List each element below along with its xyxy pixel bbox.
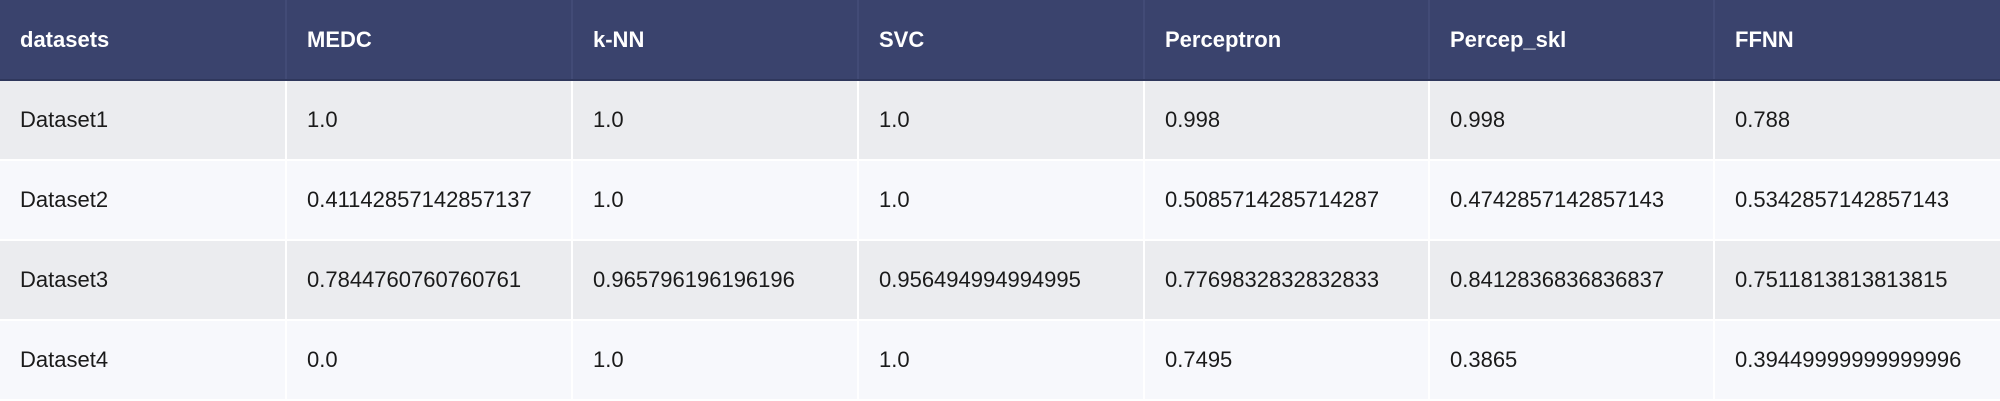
dataset-name-cell: Dataset3: [0, 240, 287, 321]
score-cell: 1.0: [858, 80, 1145, 161]
score-cell: 0.7511813813813815: [1714, 240, 2000, 321]
score-cell: 0.4742857142857143: [1429, 160, 1715, 241]
score-cell: 1.0: [572, 160, 859, 241]
table-row: Dataset1 1.0 1.0 1.0 0.998 0.998 0.788: [0, 80, 2000, 161]
table-body: Dataset1 1.0 1.0 1.0 0.998 0.998 0.788 Dataset2…: [0, 80, 2000, 401]
dataset-name-cell: Dataset1: [0, 80, 287, 161]
score-cell: 0.41142857142857137: [286, 160, 573, 241]
score-cell: 0.5085714285714287: [1144, 160, 1430, 241]
score-cell: 0.998: [1429, 80, 1715, 161]
header-row: datasets MEDC k-NN SVC Perceptron Percep_skl F…: [0, 0, 2000, 81]
score-cell: 1.0: [572, 320, 859, 401]
column-header-datasets: datasets: [0, 0, 287, 81]
table-header: datasets MEDC k-NN SVC Perceptron Percep_skl F…: [0, 0, 2000, 81]
score-cell: 0.998: [1144, 80, 1430, 161]
score-cell: 0.7844760760760761: [286, 240, 573, 321]
column-header-ffnn: FFNN: [1714, 0, 2000, 81]
column-header-svc: SVC: [858, 0, 1145, 81]
score-cell: 0.3865: [1429, 320, 1715, 401]
dataset-name-cell: Dataset2: [0, 160, 287, 241]
column-header-perceptron: Perceptron: [1144, 0, 1430, 81]
score-cell: 0.5342857142857143: [1714, 160, 2000, 241]
table-row: Dataset4 0.0 1.0 1.0 0.7495 0.3865 0.394499999…: [0, 320, 2000, 401]
score-cell: 1.0: [286, 80, 573, 161]
score-cell: 1.0: [858, 160, 1145, 241]
dataset-name-cell: Dataset4: [0, 320, 287, 401]
table-row: Dataset3 0.7844760760760761 0.965796196196…: [0, 240, 2000, 321]
score-cell: 0.7495: [1144, 320, 1430, 401]
column-header-percep-skl: Percep_skl: [1429, 0, 1715, 81]
score-cell: 0.788: [1714, 80, 2000, 161]
column-header-k-nn: k-NN: [572, 0, 859, 81]
score-cell: 1.0: [858, 320, 1145, 401]
score-cell: 0.8412836836836837: [1429, 240, 1715, 321]
score-cell: 0.39449999999999996: [1714, 320, 2000, 401]
score-cell: 1.0: [572, 80, 859, 161]
score-cell: 0.0: [286, 320, 573, 401]
score-cell: 0.7769832832832833: [1144, 240, 1430, 321]
score-cell: 0.965796196196196: [572, 240, 859, 321]
table-row: Dataset2 0.41142857142857137 1.0 1.0 0.50857…: [0, 160, 2000, 241]
column-header-medc: MEDC: [286, 0, 573, 81]
score-cell: 0.956494994994995: [858, 240, 1145, 321]
